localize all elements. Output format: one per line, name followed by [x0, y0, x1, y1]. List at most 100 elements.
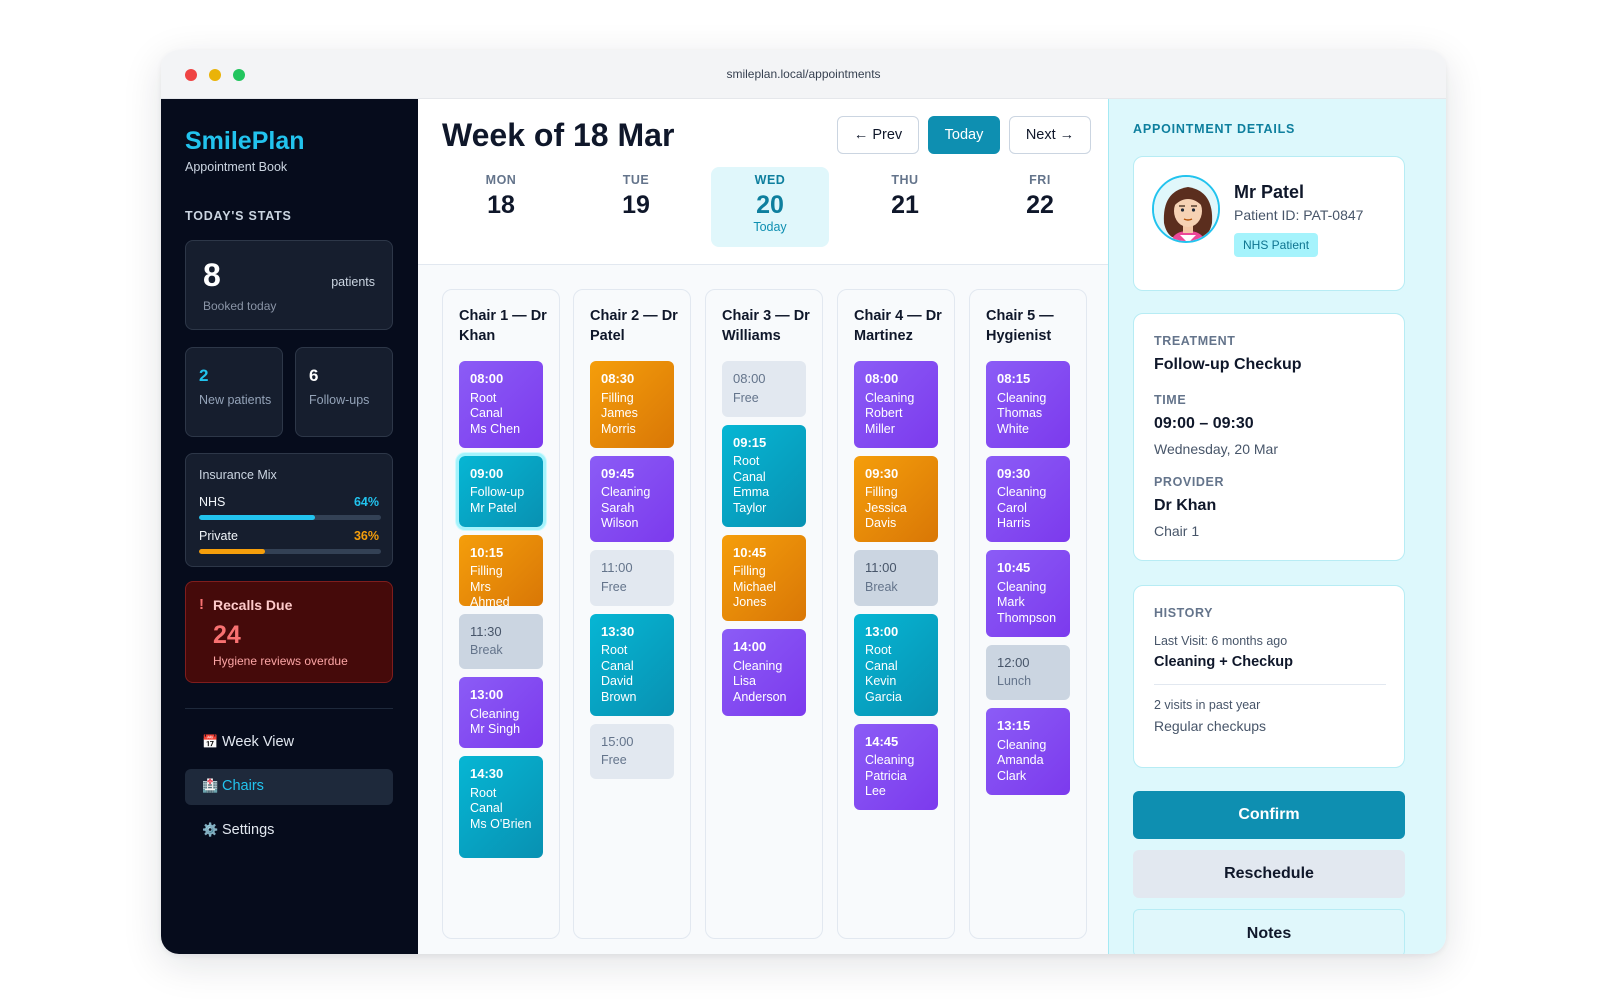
- appointment-block[interactable]: 11:00 Free: [590, 550, 674, 606]
- day-number: 18: [487, 191, 515, 219]
- appointment-block[interactable]: 08:15 Cleaning Thomas White: [986, 361, 1070, 448]
- appointment-time: 08:00: [470, 371, 504, 386]
- appointment-type: Cleaning: [865, 753, 915, 767]
- appointment-block[interactable]: 13:00 Root Canal Kevin Garcia: [854, 613, 938, 716]
- provider-value: Dr Khan: [1154, 497, 1217, 514]
- appointment-block[interactable]: 10:15 Filling Mrs Ahmed: [459, 534, 543, 609]
- sidebar-item-week-view[interactable]: 📅 Week View: [185, 725, 393, 761]
- appointment-block[interactable]: 14:45 Cleaning Patricia Lee: [854, 723, 938, 810]
- insurance-mix-title: Insurance Mix: [199, 468, 277, 482]
- appointment-patient: Patricia Lee: [865, 768, 907, 799]
- appointment-type: Break: [470, 643, 503, 657]
- day-header-wed[interactable]: WED 20 Today: [711, 167, 829, 247]
- appointment-block[interactable]: 12:00 Lunch: [986, 644, 1070, 700]
- appointment-patient: Jessica Davis: [865, 500, 907, 531]
- recalls-label: Hygiene reviews overdue: [213, 654, 348, 668]
- appointment-block[interactable]: 10:45 Filling Michael Jones: [722, 534, 806, 621]
- day-header-mon[interactable]: MON 18: [442, 167, 560, 247]
- appointment-block[interactable]: 08:00 Free: [722, 361, 806, 417]
- url-bar[interactable]: smileplan.local/appointments: [726, 67, 881, 81]
- day-header-thu[interactable]: THU 21: [846, 167, 964, 247]
- notes-button[interactable]: Notes: [1133, 909, 1405, 954]
- insurance-private-pct: 36%: [353, 529, 379, 543]
- appointment-time: 13:00: [470, 687, 504, 702]
- insurance-nhs-bar: [199, 515, 381, 520]
- reschedule-button[interactable]: Reschedule: [1133, 850, 1405, 898]
- page-title: Week of 18 Mar: [442, 117, 675, 153]
- next-week-button[interactable]: Next →: [1009, 116, 1091, 154]
- recalls-due-card[interactable]: ! Recalls Due 24 Hygiene reviews overdue: [185, 581, 393, 683]
- appointment-patient: Emma Taylor: [733, 485, 770, 515]
- last-visit-label: Last Visit: 6 months ago: [1154, 634, 1288, 648]
- minimize-window-icon[interactable]: [209, 69, 221, 81]
- appointment-block[interactable]: 09:30 Filling Jessica Davis: [854, 455, 938, 542]
- sidebar-item-settings[interactable]: ⚙️ Settings: [185, 813, 393, 849]
- chair-title: Chair 2 — Dr Patel: [590, 308, 678, 344]
- appointment-type: Break: [865, 579, 898, 594]
- treatment-card: TREATMENT Follow-up Checkup TIME 09:00 –…: [1133, 313, 1405, 561]
- date-value: Wednesday, 20 Mar: [1154, 441, 1278, 457]
- appointment-time: 11:00: [865, 560, 897, 575]
- appointment-patient: Mrs Ahmed: [470, 579, 510, 610]
- appointment-time: 08:30: [601, 371, 635, 386]
- appointment-block[interactable]: 08:00 Root Canal Ms Chen: [459, 361, 543, 448]
- close-window-icon[interactable]: [185, 69, 197, 81]
- appointment-time: 13:00: [865, 623, 899, 639]
- appointment-type: Cleaning: [601, 485, 651, 499]
- appointment-block[interactable]: 13:15 Cleaning Amanda Clark: [986, 708, 1070, 795]
- sidebar-item-chairs[interactable]: 🏥 Chairs: [185, 769, 393, 805]
- today-button[interactable]: Today: [928, 116, 1000, 154]
- appointment-patient: Mr Patel: [470, 500, 517, 515]
- appointment-block[interactable]: 15:00 Free: [590, 723, 674, 779]
- appointment-block[interactable]: 14:30 Root Canal Ms O'Brien: [459, 756, 543, 858]
- appointment-block[interactable]: 08:30 Filling James Morris: [590, 361, 674, 448]
- appointment-block[interactable]: 08:00 Cleaning Robert Miller: [854, 361, 938, 448]
- appointment-block[interactable]: 14:00 Cleaning Lisa Anderson: [722, 629, 806, 716]
- appointment-patient: Lisa Anderson: [733, 674, 787, 704]
- appointment-block[interactable]: 09:15 Root Canal Emma Taylor: [722, 424, 806, 527]
- day-header-fri[interactable]: FRI 22: [981, 167, 1099, 247]
- booked-label: Booked today: [203, 299, 277, 313]
- brand-logo[interactable]: SmilePlan: [185, 127, 305, 155]
- followups-count: 6: [309, 366, 319, 385]
- appointment-patient: Ms Chen: [470, 421, 521, 436]
- chair-column-5: Chair 5 — Hygienist 08:15 Cleaning Thomas W…: [969, 289, 1087, 939]
- day-header-tue[interactable]: TUE 19: [577, 167, 695, 247]
- day-name: MON: [485, 173, 517, 187]
- appointment-block[interactable]: 10:45 Cleaning Mark Thompson: [986, 550, 1070, 637]
- appointment-patient: Carol Harris: [997, 500, 1031, 531]
- brand-subtitle: Appointment Book: [185, 160, 288, 174]
- maximize-window-icon[interactable]: [233, 69, 245, 81]
- appointment-patient: Michael Jones: [733, 579, 777, 610]
- appointment-type: Root Canal: [470, 390, 503, 421]
- day-number: 20: [756, 191, 784, 219]
- day-number: 22: [1026, 191, 1054, 219]
- appointment-block[interactable]: 13:30 Root Canal David Brown: [590, 613, 674, 716]
- appointment-type: Filling: [733, 564, 766, 578]
- sidebar-divider: [185, 708, 393, 709]
- appointment-time: 08:15: [997, 371, 1031, 386]
- appointment-time: 11:30: [470, 623, 502, 639]
- confirm-button[interactable]: Confirm: [1133, 791, 1405, 839]
- appointment-time: 09:00: [470, 465, 504, 481]
- appointment-block[interactable]: 13:00 Cleaning Mr Singh: [459, 677, 543, 748]
- appointment-block[interactable]: 09:45 Cleaning Sarah Wilson: [590, 455, 674, 542]
- visit-count-value: Regular checkups: [1154, 718, 1267, 734]
- insurance-nhs-label: NHS: [199, 495, 226, 509]
- prev-week-button[interactable]: ← Prev: [837, 116, 919, 154]
- hospital-icon: 🏥: [202, 778, 219, 793]
- appointment-type: Lunch: [997, 674, 1032, 688]
- appointment-patient: Thomas White: [997, 406, 1043, 436]
- appointment-time: 11:00: [601, 560, 633, 575]
- day-number: 19: [622, 191, 650, 219]
- appointment-block[interactable]: 11:00 Break: [854, 550, 938, 606]
- appointment-block-selected[interactable]: 09:00 Follow-up Mr Patel: [456, 452, 546, 530]
- appointment-type: Free: [733, 390, 759, 405]
- chair-title: Chair 4 — Dr Martinez: [854, 308, 942, 344]
- chair-title: Chair 3 — Dr Williams: [722, 308, 810, 344]
- visit-count-label: 2 visits in past year: [1154, 698, 1261, 712]
- treatment-label: TREATMENT: [1154, 334, 1236, 348]
- appointment-block[interactable]: 09:30 Cleaning Carol Harris: [986, 455, 1070, 542]
- appointment-block[interactable]: 11:30 Break: [459, 613, 543, 669]
- appointment-time: 10:45: [997, 560, 1031, 575]
